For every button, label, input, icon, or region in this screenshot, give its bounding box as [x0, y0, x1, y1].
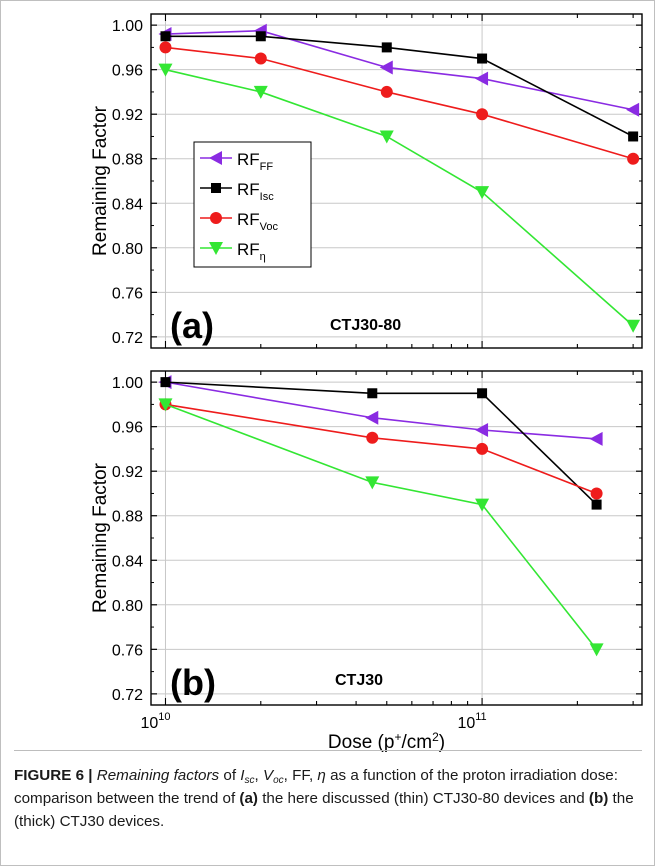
figure-plots: 0.72 0.76 0.80 0.84 0.88 0.92 0.96 1.00 Remainin…	[90, 13, 643, 753]
caption-text: of	[219, 767, 241, 784]
y-tick-label: 0.76	[112, 285, 143, 302]
x-tick-label: 1010	[140, 711, 170, 732]
caption-voc: Voc	[262, 767, 284, 786]
y-tick-label: 0.72	[112, 687, 143, 704]
data-point	[160, 377, 171, 388]
legend: RFFF RFIsc RFVoc RFη	[193, 141, 312, 268]
legend-entry: RFFF	[237, 150, 273, 173]
y-tick-label: 0.84	[112, 553, 143, 570]
data-point	[211, 183, 221, 193]
data-point	[365, 410, 379, 425]
caption-text: the (thick) CTJ30 devices.	[14, 790, 634, 830]
data-point	[477, 53, 488, 64]
legend-entry: RFIsc	[237, 180, 274, 203]
caption-label: FIGURE 6 |	[14, 767, 93, 784]
panel-label: (b)	[170, 662, 216, 703]
data-point	[367, 388, 378, 399]
data-point	[380, 85, 393, 98]
data-point	[159, 41, 172, 54]
panel-b: 0.72 0.76 0.80 0.84 0.88 0.92 0.96 1.00 Remainin…	[90, 370, 643, 706]
caption-eta: η	[317, 767, 326, 784]
y-axis-label: Remaining Factor	[90, 105, 111, 256]
data-point	[475, 71, 489, 86]
y-tick-label: 0.80	[112, 598, 143, 615]
shared-x-axis: 1010 1011 Dose (p+/cm2)	[140, 711, 486, 753]
y-tick-label: 0.88	[112, 152, 143, 169]
series-line	[165, 381, 597, 440]
series-line	[165, 403, 598, 650]
data-point	[366, 431, 379, 444]
data-point	[253, 85, 268, 99]
figure-caption: FIGURE 6 | Remaining factors of Isc, Voc…	[14, 764, 646, 833]
panel-label: (a)	[170, 305, 214, 346]
series-line	[165, 403, 597, 495]
data-point	[254, 52, 267, 65]
caption-a: (a)	[239, 790, 258, 807]
y-tick-label: 0.96	[112, 420, 143, 437]
data-point	[381, 42, 392, 53]
data-point	[160, 31, 171, 42]
y-tick-label: 1.00	[112, 18, 143, 35]
data-point	[365, 476, 380, 490]
data-point	[589, 643, 604, 657]
y-tick-label: 0.76	[112, 642, 143, 659]
data-point	[475, 186, 490, 200]
data-point	[210, 212, 222, 224]
y-tick-label: 1.00	[112, 375, 143, 392]
x-axis-label: Dose (p+/cm2)	[328, 730, 445, 753]
caption-divider	[14, 750, 642, 751]
caption-isc: Isc	[240, 767, 255, 786]
legend-entry: RFVoc	[237, 210, 279, 233]
caption-text: ,	[254, 767, 263, 784]
caption-b: (b)	[588, 790, 609, 807]
data-point	[476, 108, 489, 121]
data-point	[591, 499, 602, 510]
panel-a: 0.72 0.76 0.80 0.84 0.88 0.92 0.96 1.00 Remainin…	[90, 13, 643, 349]
y-axis-label: Remaining Factor	[90, 462, 111, 613]
y-tick-label: 0.88	[112, 509, 143, 526]
data-point	[379, 60, 393, 75]
data-point	[209, 151, 222, 165]
y-tick-label: 0.92	[112, 107, 143, 124]
data-point	[209, 242, 223, 255]
x-tick-label: 1011	[457, 711, 486, 732]
legend-entry: RFη	[237, 240, 266, 263]
y-tick-label: 0.84	[112, 196, 143, 213]
y-tick-label: 0.80	[112, 241, 143, 258]
caption-text: the here discussed (thin) CTJ30-80 devic…	[257, 790, 589, 807]
data-point	[628, 131, 639, 142]
data-point	[379, 130, 394, 144]
data-point	[158, 398, 173, 412]
data-point	[627, 152, 640, 165]
data-point	[476, 442, 489, 455]
y-tick-label: 0.92	[112, 464, 143, 481]
data-point	[477, 388, 488, 399]
y-tick-label: 0.72	[112, 330, 143, 347]
device-label: CTJ30	[335, 672, 383, 689]
data-point	[626, 102, 640, 117]
series-line	[165, 381, 598, 506]
caption-text: as a function of the proton irradiation …	[14, 767, 618, 807]
data-point	[158, 63, 173, 77]
data-point	[255, 31, 266, 42]
device-label: CTJ30-80	[330, 317, 401, 334]
data-point	[589, 431, 603, 446]
data-point	[590, 487, 603, 500]
series-line	[165, 29, 634, 111]
data-point	[626, 319, 641, 333]
caption-term: Remaining factors	[96, 767, 220, 784]
data-point	[475, 498, 490, 512]
data-point	[475, 423, 489, 438]
caption-text: , FF,	[283, 767, 318, 784]
y-tick-label: 0.96	[112, 63, 143, 80]
